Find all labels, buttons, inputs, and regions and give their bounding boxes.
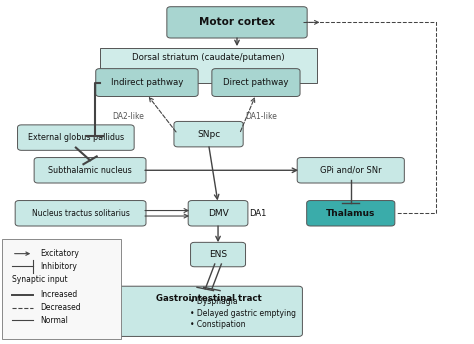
FancyBboxPatch shape bbox=[34, 158, 146, 183]
Text: GPi and/or SNr: GPi and/or SNr bbox=[320, 166, 382, 175]
FancyBboxPatch shape bbox=[191, 242, 246, 267]
Text: SNpc: SNpc bbox=[197, 130, 220, 139]
FancyBboxPatch shape bbox=[167, 7, 307, 38]
Text: Inhibitory: Inhibitory bbox=[40, 262, 77, 271]
Text: Excitatory: Excitatory bbox=[40, 249, 79, 258]
Text: Dorsal striatum (caudate/putamen): Dorsal striatum (caudate/putamen) bbox=[132, 53, 285, 62]
Text: DA2-like: DA2-like bbox=[112, 112, 144, 121]
FancyBboxPatch shape bbox=[307, 201, 395, 226]
Text: Nucleus tractus solitarius: Nucleus tractus solitarius bbox=[32, 209, 129, 218]
Text: Thalamus: Thalamus bbox=[326, 209, 375, 218]
Text: External globus pallidus: External globus pallidus bbox=[28, 133, 124, 142]
Text: Subthalamic nucleus: Subthalamic nucleus bbox=[48, 166, 132, 175]
Text: Normal: Normal bbox=[40, 316, 68, 325]
Text: Gastrointestinal tract: Gastrointestinal tract bbox=[155, 294, 262, 303]
Text: DMV: DMV bbox=[208, 209, 228, 218]
Text: Indirect pathway: Indirect pathway bbox=[111, 78, 183, 87]
Text: ENS: ENS bbox=[209, 250, 227, 259]
Text: DA1-like: DA1-like bbox=[245, 112, 277, 121]
FancyBboxPatch shape bbox=[297, 158, 404, 183]
FancyBboxPatch shape bbox=[188, 201, 248, 226]
FancyBboxPatch shape bbox=[96, 69, 198, 96]
FancyBboxPatch shape bbox=[100, 48, 317, 83]
Text: DA1: DA1 bbox=[249, 209, 266, 218]
Text: Decreased: Decreased bbox=[40, 303, 81, 312]
FancyBboxPatch shape bbox=[18, 125, 134, 150]
Text: Synaptic input: Synaptic input bbox=[12, 275, 67, 284]
FancyBboxPatch shape bbox=[174, 121, 243, 147]
FancyBboxPatch shape bbox=[2, 239, 121, 339]
FancyBboxPatch shape bbox=[15, 201, 146, 226]
FancyBboxPatch shape bbox=[212, 69, 300, 96]
FancyBboxPatch shape bbox=[115, 286, 302, 336]
Text: Increased: Increased bbox=[40, 290, 78, 299]
Text: • Dysphagia
• Delayed gastric emptying
• Constipation: • Dysphagia • Delayed gastric emptying •… bbox=[190, 297, 296, 329]
Text: Direct pathway: Direct pathway bbox=[223, 78, 289, 87]
Text: Motor cortex: Motor cortex bbox=[199, 17, 275, 28]
